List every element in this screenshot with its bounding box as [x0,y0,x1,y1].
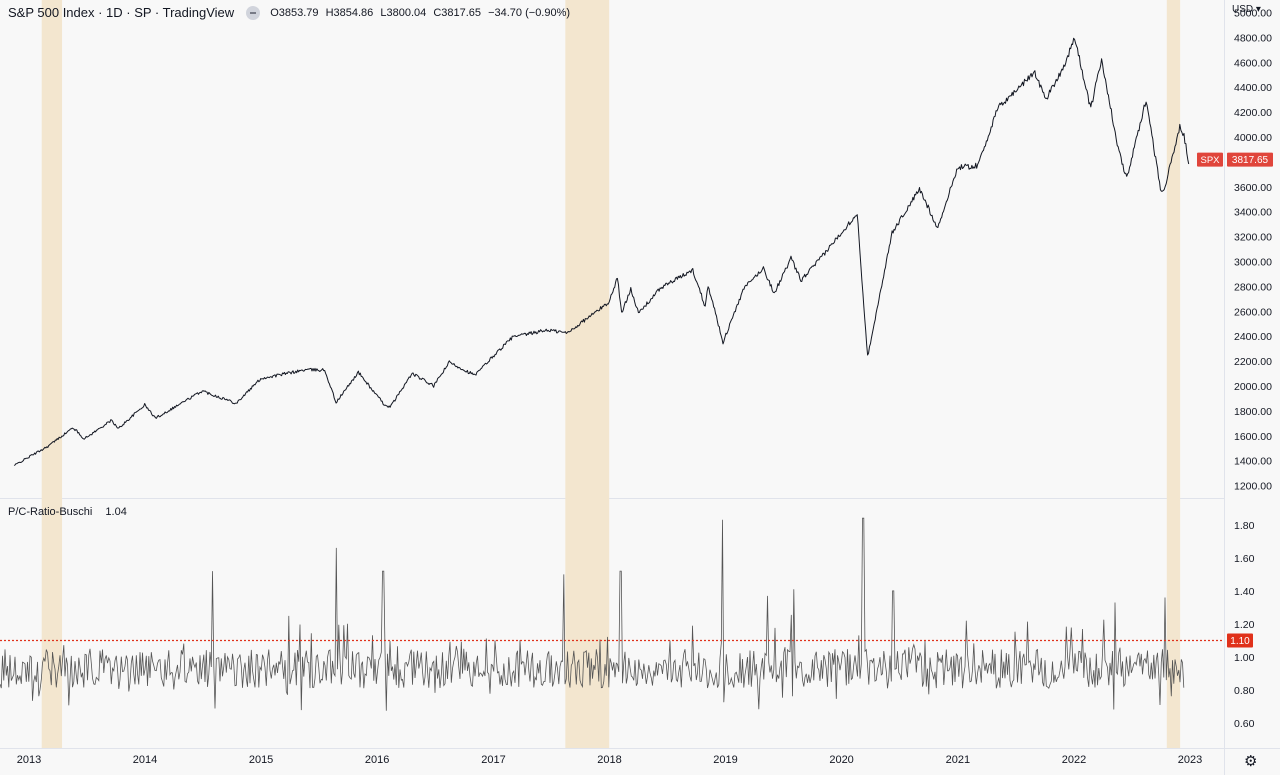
time-tick-label: 2021 [946,754,970,766]
highlight-band-1 [41,0,63,748]
price-tick-label: 4400.00 [1234,82,1272,94]
spx-symbol-badge [1197,152,1223,167]
time-tick-label: 2018 [597,754,621,766]
indicator-name[interactable]: P/C-Ratio-Buschi [8,506,93,518]
level-label: 1.10 [1230,636,1250,647]
highlight-band-3 [1166,0,1181,748]
price-axis: 1200.00 1400.00 1600.00 1800.00 2000.00 2200.… [1234,7,1272,492]
level-badge [1227,633,1253,648]
low-value: 3800.04 [386,6,427,19]
spx-price-line [13,37,1190,466]
price-tick-label: 1200.00 [1234,481,1272,493]
price-tick-label: 1400.00 [1234,456,1272,468]
price-tick-label: 1600.00 [1234,431,1272,443]
time-tick-label: 2020 [829,754,853,766]
ratio-tick-label: 0.60 [1234,718,1255,730]
price-tick-label: 2800.00 [1234,281,1272,293]
time-tick-label: 2019 [713,754,737,766]
ratio-axis: 0.60 0.80 1.00 1.20 1.40 1.60 1.80 [1234,520,1255,730]
time-tick-label: 2014 [133,754,157,766]
change-value: −34.70 (−0.90%) [488,6,571,19]
ohlc-values: O3853.79 H3854.86 L3800.04 C3817.65 −34.… [270,6,571,19]
time-tick-label: 2023 [1178,754,1202,766]
price-tick-label: 2200.00 [1234,356,1272,368]
price-tick-label: 1800.00 [1234,406,1272,418]
chart-header: S&P 500 Index · 1D · SP · TradingView O3… [8,5,574,20]
price-tick-label: 4000.00 [1234,132,1272,144]
time-axis: 2013 2014 2015 2016 2017 2018 2019 2020 2021 2022… [17,754,1202,766]
gear-icon[interactable]: ⚙ [1244,753,1258,770]
currency-selector[interactable]: USD ▾ [1232,4,1261,15]
time-tick-label: 2022 [1062,754,1086,766]
ratio-tick-label: 0.80 [1234,685,1255,697]
price-tick-label: 2000.00 [1234,381,1272,393]
price-tick-label: 2400.00 [1234,331,1272,343]
collapse-icon[interactable] [246,5,261,20]
ratio-tick-label: 1.80 [1234,520,1255,532]
time-tick-label: 2015 [249,754,273,766]
highlight-band-2 [565,0,610,748]
price-tick-label: 4600.00 [1234,57,1272,69]
close-value: 3817.65 [441,6,482,19]
indicator-legend: P/C-Ratio-Buschi 1.04 [8,506,127,518]
symbol-title[interactable]: S&P 500 Index · 1D · SP · TradingView [8,5,235,20]
open-value: 3853.79 [278,6,319,19]
ratio-tick-label: 1.60 [1234,553,1255,565]
high-value: 3854.86 [333,6,374,19]
last-price-label: 3817.65 [1232,155,1269,166]
indicator-value: 1.04 [105,506,127,518]
spx-symbol-label: SPX [1200,155,1220,166]
time-tick-label: 2017 [481,754,505,766]
price-tick-label: 3000.00 [1234,256,1272,268]
ratio-tick-label: 1.40 [1234,586,1255,598]
price-tick-label: 4200.00 [1234,107,1272,119]
ratio-tick-label: 1.00 [1234,652,1255,664]
price-tick-label: 4800.00 [1234,32,1272,44]
price-tick-label: 3400.00 [1234,207,1272,219]
price-tick-label: 3600.00 [1234,182,1272,194]
price-tick-label: 2600.00 [1234,306,1272,318]
price-tick-label: 3200.00 [1234,232,1272,244]
price-tick-label: 5000.00 [1234,7,1272,19]
pc-ratio-line [0,517,1185,711]
time-tick-label: 2016 [365,754,389,766]
ratio-tick-label: 1.20 [1234,619,1255,631]
last-price-badge [1227,152,1273,167]
time-tick-label: 2013 [17,754,41,766]
